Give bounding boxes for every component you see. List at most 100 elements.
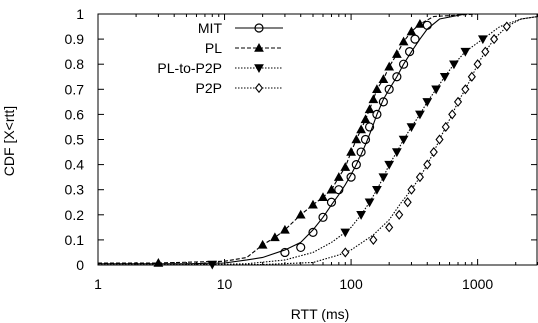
series-line bbox=[98, 15, 538, 266]
series-point bbox=[477, 35, 488, 45]
series-point bbox=[406, 26, 417, 36]
legend-label: PL-to-P2P bbox=[157, 60, 222, 76]
series-point bbox=[410, 34, 420, 44]
series-point bbox=[378, 173, 389, 183]
series-point bbox=[406, 123, 417, 132]
y-tick-label: 0.7 bbox=[65, 81, 85, 97]
series-point bbox=[270, 232, 280, 242]
series-line bbox=[98, 13, 538, 264]
legend-entry: PL bbox=[205, 40, 283, 56]
series-point bbox=[296, 242, 306, 253]
series-point bbox=[490, 34, 499, 45]
series-point bbox=[403, 197, 412, 208]
series-line bbox=[98, 13, 538, 265]
series-line bbox=[97, 15, 538, 266]
series-point bbox=[372, 185, 382, 195]
series-point bbox=[340, 228, 351, 238]
series-point bbox=[346, 172, 356, 182]
series-point bbox=[378, 97, 388, 107]
series-point bbox=[398, 59, 409, 69]
series-point bbox=[372, 109, 382, 120]
series-point bbox=[407, 184, 416, 195]
series-point bbox=[422, 20, 432, 30]
x-tick-label: 100 bbox=[339, 276, 363, 292]
series-point bbox=[280, 224, 290, 234]
y-tick-label: 0 bbox=[76, 257, 84, 273]
series-point bbox=[257, 239, 268, 249]
series-point bbox=[384, 61, 395, 71]
series-point bbox=[391, 148, 402, 158]
series-point bbox=[360, 114, 371, 124]
series-point bbox=[280, 247, 290, 258]
series-point bbox=[356, 124, 366, 134]
series-point bbox=[441, 121, 450, 133]
y-tick-label: 1 bbox=[76, 6, 84, 22]
series-point bbox=[372, 84, 382, 94]
legend-marker-sample bbox=[254, 23, 264, 33]
series-point bbox=[449, 60, 459, 70]
series-point bbox=[431, 85, 442, 95]
series-point bbox=[391, 49, 402, 58]
series-point bbox=[453, 96, 463, 107]
series-point bbox=[385, 222, 394, 233]
series-point bbox=[351, 160, 361, 170]
series-point bbox=[308, 227, 318, 237]
x-tick-label: 1000 bbox=[462, 276, 493, 292]
y-axis-label-group: CDF [X<rtt] bbox=[1, 106, 17, 176]
series-point bbox=[502, 21, 511, 32]
series-point bbox=[356, 147, 366, 157]
series-point bbox=[318, 192, 328, 201]
series-point bbox=[481, 46, 490, 57]
series-point bbox=[460, 47, 471, 57]
series-point bbox=[364, 104, 375, 114]
series-point bbox=[429, 146, 438, 158]
x-tick-label: 1 bbox=[94, 276, 102, 292]
y-tick-label: 0.5 bbox=[65, 132, 85, 148]
series-point bbox=[415, 110, 425, 120]
series-mit bbox=[98, 13, 538, 265]
legend-marker-sample bbox=[254, 42, 264, 52]
y-tick-label: 0.8 bbox=[65, 56, 85, 72]
series-point bbox=[318, 212, 328, 222]
series-point bbox=[392, 72, 402, 82]
series-point bbox=[423, 159, 432, 170]
series-point bbox=[378, 74, 389, 84]
legend-marker-sample bbox=[254, 64, 264, 74]
y-tick-label: 0.6 bbox=[65, 106, 85, 122]
series-point bbox=[351, 134, 362, 144]
series-point bbox=[368, 94, 379, 104]
series-point bbox=[448, 109, 457, 120]
series-point bbox=[384, 160, 395, 170]
plot-frame bbox=[97, 13, 538, 266]
series-p2p bbox=[97, 15, 538, 266]
series-point bbox=[364, 198, 375, 208]
legend-entry: PL-to-P2P bbox=[157, 60, 283, 76]
series-point bbox=[346, 147, 356, 156]
series-pl bbox=[98, 13, 538, 267]
series-point bbox=[341, 247, 350, 258]
series-point bbox=[334, 185, 344, 195]
x-axis-label: RTT (ms) bbox=[291, 306, 350, 322]
series-pl-to-p2p bbox=[98, 15, 538, 270]
y-axis-label: CDF [X<rtt] bbox=[1, 106, 17, 176]
series-point bbox=[326, 184, 337, 194]
series-point bbox=[398, 36, 409, 46]
series-point bbox=[360, 134, 371, 145]
legend-label: MIT bbox=[198, 20, 223, 36]
legend: MIT PL PL-to-P2P P2P bbox=[157, 20, 283, 96]
series-point bbox=[398, 135, 409, 145]
series-point bbox=[326, 197, 337, 207]
series-point bbox=[356, 211, 366, 220]
y-tick-label: 0.3 bbox=[65, 182, 85, 198]
plot-area: 0 0.1 0.2 0.3 0.4 0.5 0.6 0.7 0.8 0.9 1 1 10 100 1000 bbox=[65, 6, 538, 292]
y-tick-label: 0.1 bbox=[65, 232, 85, 248]
series-point bbox=[467, 71, 476, 82]
series-point bbox=[369, 234, 378, 245]
series-point bbox=[308, 199, 318, 209]
series-point bbox=[435, 134, 444, 145]
legend-entry: P2P bbox=[196, 80, 283, 96]
series-point bbox=[439, 72, 450, 82]
y-tick-label: 0.4 bbox=[65, 157, 85, 173]
series-point bbox=[461, 84, 470, 95]
